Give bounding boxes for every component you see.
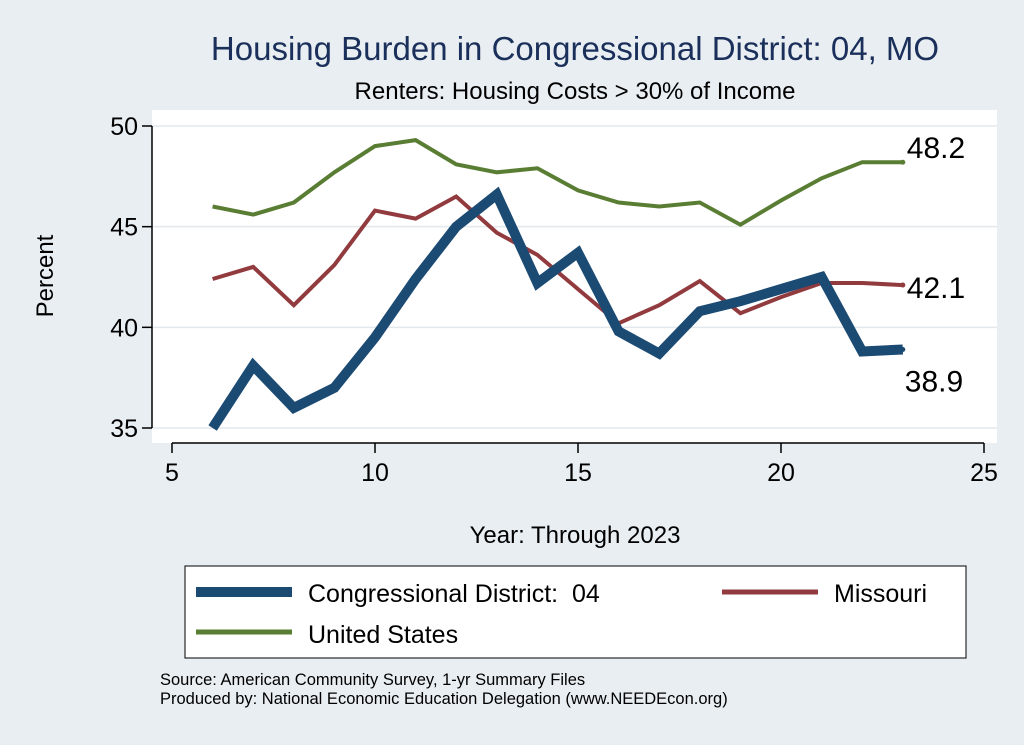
series-end-marker-district <box>900 346 906 352</box>
end-label-missouri: 42.1 <box>907 272 965 305</box>
x-tick-label: 20 <box>767 459 795 487</box>
legend-label-district: Congressional District: 04 <box>308 580 600 608</box>
x-tick-label: 5 <box>165 459 179 487</box>
y-tick-label: 35 <box>110 415 138 443</box>
legend-label-missouri: Missouri <box>834 580 927 608</box>
produced-by-line: Produced by: National Economic Education… <box>160 690 728 708</box>
end-label-us: 48.2 <box>907 132 965 165</box>
series-line-us <box>212 138 903 228</box>
source-note: Source: American Community Survey, 1-yr … <box>160 671 728 709</box>
grid-lines <box>152 125 997 429</box>
axes: 35 40 45 50 5 10 15 20 25 <box>110 113 998 487</box>
x-tick-label: 15 <box>564 459 592 487</box>
y-tick-label: 45 <box>110 214 138 242</box>
series-line-district <box>208 186 904 431</box>
y-tick-label: 50 <box>110 113 138 141</box>
x-tick-label: 25 <box>970 459 998 487</box>
series-layer <box>208 138 906 431</box>
chart-title: Housing Burden in Congressional District… <box>211 30 939 67</box>
series-end-marker-us <box>900 159 906 165</box>
y-tick-label: 40 <box>110 314 138 342</box>
legend-label-us: United States <box>308 621 458 649</box>
x-axis-label: Year: Through 2023 <box>470 522 681 549</box>
source-line: Source: American Community Survey, 1-yr … <box>160 671 586 689</box>
end-labels: 38.9 42.1 48.2 <box>905 132 965 398</box>
series-end-marker-missouri <box>900 282 906 288</box>
y-axis-label: Percent <box>32 234 59 317</box>
x-tick-label: 10 <box>361 459 389 487</box>
chart-subtitle: Renters: Housing Costs > 30% of Income <box>355 78 796 105</box>
legend: Congressional District: 04 Missouri Unit… <box>184 565 967 659</box>
legend-box <box>184 565 967 659</box>
end-label-district: 38.9 <box>905 365 963 398</box>
